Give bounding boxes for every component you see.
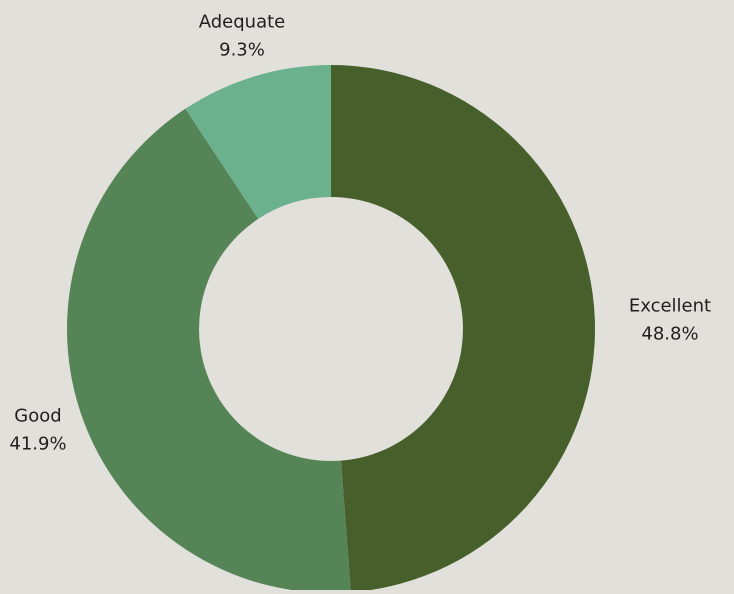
- slice-value-good: 41.9%: [9, 434, 66, 455]
- slice-good: [67, 108, 351, 594]
- slice-value-adequate: 9.3%: [219, 40, 265, 61]
- slice-label-excellent: Excellent: [629, 296, 711, 317]
- slice-adequate: [185, 65, 331, 219]
- slice-label-adequate: Adequate: [199, 12, 286, 33]
- slice-excellent: [331, 65, 596, 593]
- slices-group: [67, 65, 596, 594]
- labels-group: Excellent 48.8% Good 41.9% Adequate 9.3%: [9, 12, 711, 455]
- slice-value-excellent: 48.8%: [641, 324, 698, 345]
- slice-label-good: Good: [14, 406, 61, 427]
